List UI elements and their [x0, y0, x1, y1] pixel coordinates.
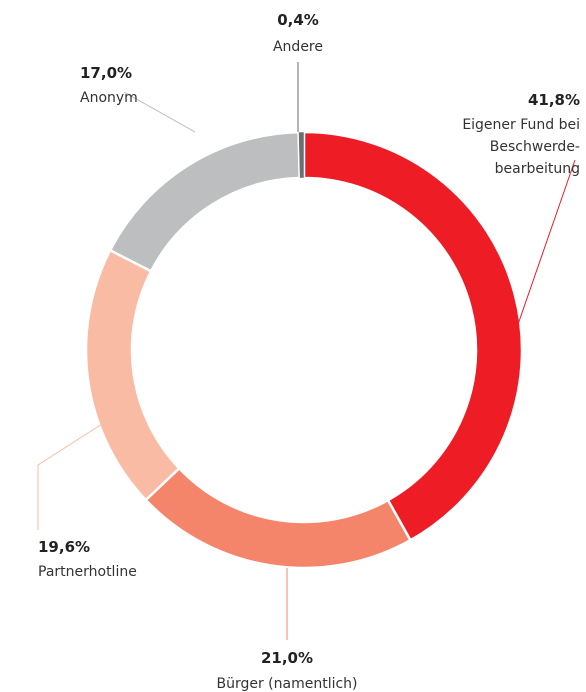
value-label: 21,0% [261, 649, 313, 667]
value-label: 19,6% [38, 538, 90, 556]
leader-line [123, 91, 196, 133]
value-label: 0,4% [277, 11, 319, 29]
donut-segment [302, 130, 524, 542]
donut-segment [144, 466, 413, 570]
category-label: Bürger (namentlich) [216, 676, 357, 692]
category-label: Partnerhotline [38, 564, 137, 580]
value-label: 41,8% [528, 91, 580, 109]
donut-segment [298, 131, 305, 179]
category-label: Eigener Fund bei Beschwerde-bearbeitung [462, 117, 580, 177]
category-label: Anonym [80, 90, 138, 106]
leader-line [489, 159, 576, 406]
donut-segment [84, 248, 181, 502]
category-label: Andere [273, 39, 323, 55]
donut-segment [108, 130, 301, 273]
leader-line [37, 409, 125, 530]
value-label: 17,0% [80, 64, 132, 82]
